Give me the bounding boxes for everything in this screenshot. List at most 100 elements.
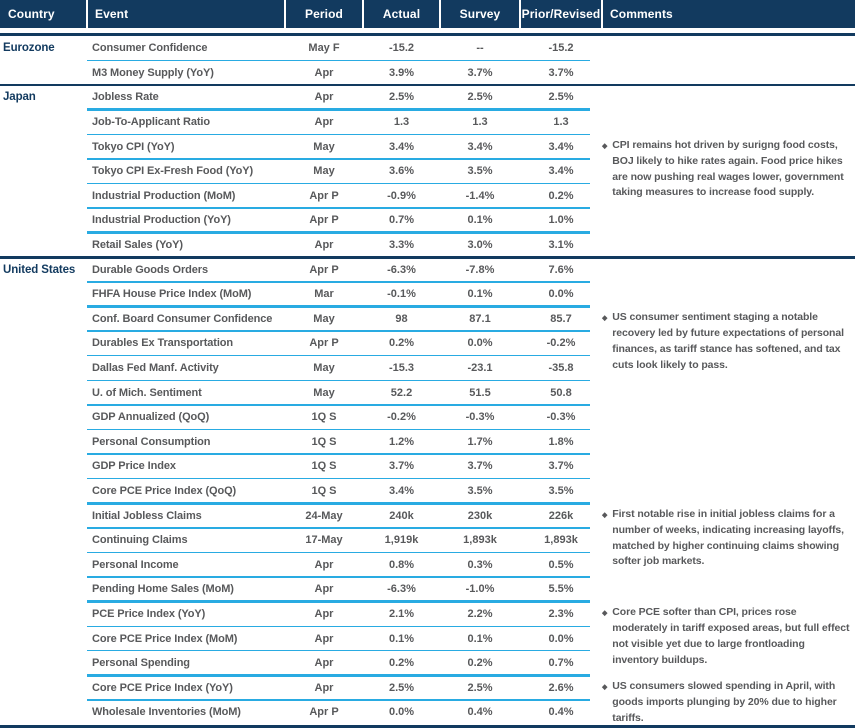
row-divider-line (87, 478, 590, 480)
country-label (0, 454, 87, 479)
row-divider-line (87, 330, 590, 332)
country-label (0, 430, 87, 455)
prior-revised-value: 85.7 (550, 312, 572, 325)
period-value: May (313, 165, 335, 178)
row-divider-line (87, 182, 590, 185)
event-name: M3 Money Supply (YoY) (92, 66, 214, 79)
period-value: May (313, 386, 335, 399)
header-column-separator (362, 0, 364, 28)
prior-revised-value: 3.4% (548, 140, 574, 153)
survey-value: 0.3% (467, 558, 493, 571)
comment-text: CPI remains hot driven by surigng food c… (612, 138, 844, 199)
row-divider-line (87, 625, 590, 627)
survey-value: 3.7% (467, 66, 493, 79)
country-label (0, 528, 87, 553)
actual-value: 2.1% (388, 607, 415, 620)
survey-value: 3.7% (467, 460, 493, 473)
prior-revised-value: -15.2 (548, 42, 574, 55)
actual-value: -15.2 (388, 42, 415, 55)
event-name: FHFA House Price Index (MoM) (92, 288, 252, 301)
table-row: FHFA House Price Index (MoM) Mar -0.1% 0.1%… (0, 282, 855, 308)
country-label (0, 479, 87, 504)
prior-revised-value: 0.0% (548, 632, 574, 645)
prior-revised-value: 0.5% (548, 558, 574, 571)
actual-value: 2.5% (388, 91, 415, 104)
period-value: Apr (314, 91, 334, 104)
survey-value: -7.8% (465, 263, 495, 276)
prior-revised-value: 0.0% (548, 288, 574, 301)
section-divider-line (0, 256, 855, 259)
event-name: Jobless Rate (92, 91, 159, 104)
survey-value: -23.1 (467, 362, 493, 375)
event-name: Personal Consumption (92, 435, 211, 448)
prior-revised-value: 1.8% (548, 435, 574, 448)
country-label (0, 208, 87, 233)
period-value: May (313, 140, 335, 153)
event-name: GDP Annualized (QoQ) (92, 411, 210, 424)
actual-value: 1.3 (393, 116, 410, 129)
survey-value: 3.5% (467, 165, 493, 178)
prior-revised-value: 5.5% (548, 583, 574, 596)
period-value: Apr (314, 583, 334, 596)
table-row: Japan Jobless Rate Apr 2.5% 2.5% 2.5% (0, 85, 855, 112)
actual-value: 1,919k (384, 534, 419, 547)
prior-revised-value: 226k (548, 509, 574, 522)
event-name: Core PCE Price Index (YoY) (92, 681, 233, 694)
survey-value: 0.2% (467, 657, 493, 670)
event-name: Initial Jobless Claims (92, 509, 202, 522)
actual-value: 0.1% (388, 632, 415, 645)
column-header-prior-revised: Prior/Revised (521, 7, 601, 21)
survey-value: -1.0% (465, 583, 495, 596)
actual-value: 3.9% (388, 66, 415, 79)
period-value: 1Q S (311, 435, 337, 448)
row-divider-line (87, 600, 590, 603)
period-value: Apr (314, 116, 334, 129)
table-header-row: Country Event Period Actual Survey Prior/Revi… (0, 0, 855, 28)
prior-revised-value: -0.2% (546, 337, 576, 350)
row-divider-line (87, 133, 590, 136)
actual-value: -15.3 (388, 362, 415, 375)
actual-value: 0.7% (388, 214, 415, 227)
row-divider-line (87, 379, 590, 381)
row-divider-line (87, 355, 590, 357)
comment-text: Core PCE softer than CPI, prices rose mo… (612, 606, 850, 666)
event-name: Dallas Fed Manf. Activity (92, 362, 219, 375)
country-label (0, 626, 87, 651)
actual-value: -0.2% (387, 411, 416, 424)
actual-value: 98 (395, 312, 408, 325)
prior-revised-value: -35.8 (548, 362, 574, 375)
country-label (0, 405, 87, 430)
comment-text: First notable rise in initial jobless cl… (612, 508, 844, 568)
table-row: Initial Jobless Claims 24-May 240k 230k 226k (0, 503, 855, 529)
row-divider-line (87, 305, 590, 308)
row-divider-line (87, 206, 590, 210)
header-column-separator (284, 0, 286, 28)
period-value: 24-May (305, 509, 343, 522)
prior-revised-value: 1,893k (544, 534, 578, 547)
header-column-separator (519, 0, 521, 28)
diamond-bullet-icon: ◆ (602, 684, 608, 692)
survey-value: 2.5% (467, 681, 493, 694)
prior-revised-value: 7.6% (548, 263, 574, 276)
column-header-event: Event (95, 7, 129, 21)
table-row: Dallas Fed Manf. Activity May -15.3 -23.1 -3… (0, 356, 855, 381)
comment-text: US consumers slowed spending in April, w… (612, 680, 837, 724)
table-body: Eurozone Consumer Confidence May F -15.2 -- -… (0, 36, 855, 725)
actual-value: 2.5% (388, 681, 415, 694)
table-row: Personal Spending Apr 0.2% 0.2% 0.7% (0, 651, 855, 677)
header-column-separator (86, 0, 88, 28)
row-divider-line (87, 501, 590, 505)
table-row: M3 Money Supply (YoY) Apr 3.9% 3.7% 3.7% (0, 61, 855, 87)
survey-value: 1.7% (467, 435, 493, 448)
country-label (0, 110, 87, 135)
column-header-survey: Survey (459, 7, 501, 21)
survey-value: 1.3 (472, 116, 488, 129)
period-value: Mar (314, 288, 334, 301)
survey-value: -0.3% (465, 411, 495, 424)
country-label (0, 61, 87, 86)
table-row: Wholesale Inventories (MoM) Apr P 0.0% 0.4%… (0, 700, 855, 725)
actual-value: 3.3% (388, 239, 415, 252)
column-header-actual: Actual (382, 7, 421, 21)
prior-revised-value: 2.6% (548, 681, 574, 694)
actual-value: -6.3% (387, 263, 416, 276)
